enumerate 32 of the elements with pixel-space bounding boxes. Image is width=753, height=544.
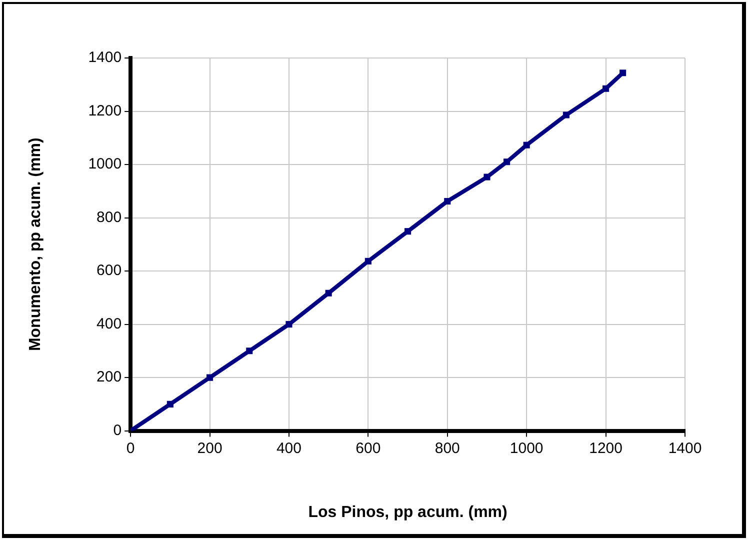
x-tick-label: 1000 [510,440,544,457]
x-tick-label: 1200 [589,440,622,457]
point [562,112,570,118]
x-tick-label: 400 [276,440,302,457]
y-axis-title: Monumento, pp acum. (mm) [27,138,44,352]
point [364,258,372,264]
point [206,374,214,381]
x-axis-title: Los Pinos, pp acum. (mm) [308,504,508,521]
x-tick-label: 200 [197,440,222,457]
x-tick-label: 800 [434,440,460,457]
point [166,400,174,408]
point [404,228,412,235]
point [504,158,510,166]
x-tick-label: 1400 [668,440,702,457]
point [602,85,610,92]
point [325,290,332,296]
y-tick-label: 0 [113,422,122,439]
y-tick-label: 1200 [88,102,122,120]
y-tick-label: 400 [96,315,122,332]
point [484,174,490,180]
y-tick-label: 800 [96,208,122,226]
point [444,198,451,205]
y-tick-label: 1400 [88,49,122,66]
point [286,321,292,328]
point [246,348,253,354]
x-tick-label: 0 [126,440,135,457]
y-tick-label: 200 [96,368,122,386]
y-tick-label: 600 [96,262,122,280]
x-tick-label: 600 [356,440,381,457]
point [523,142,530,148]
y-tick-label: 1000 [88,156,122,173]
point [620,70,626,76]
